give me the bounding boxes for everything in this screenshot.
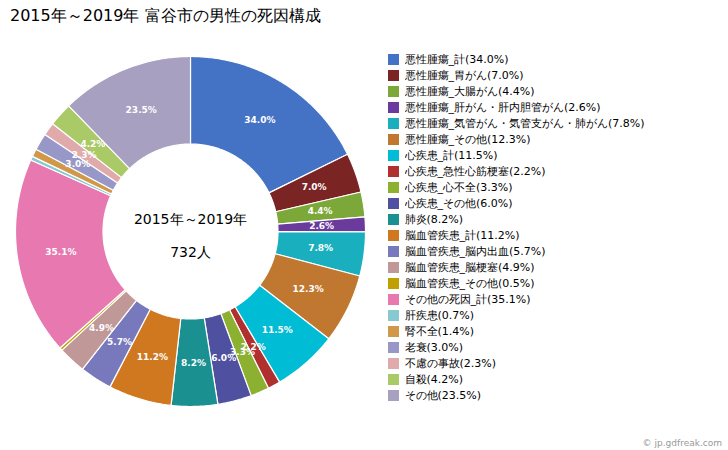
html-text:心疾患_急性心筋梗塞(2.2%): 心疾患_急性心筋梗塞(2.2%) [404, 165, 546, 179]
html-text:自殺(4.2%): 自殺(4.2%) [404, 373, 463, 387]
html-text:脳血管疾患_脳内出血(5.7%): 脳血管疾患_脳内出血(5.7%) [404, 245, 546, 259]
svg-text:5.7%: 5.7% [107, 337, 132, 347]
svg-text:11.2%: 11.2% [137, 352, 168, 362]
svg-text:7.0%: 7.0% [302, 182, 327, 192]
svg-text:34.0%: 34.0% [244, 115, 275, 125]
html-text:肺炎(8.2%): 肺炎(8.2%) [404, 213, 463, 227]
svg-text:732人: 732人 [170, 244, 211, 260]
html-text:2015年～2019年 富谷市の男性の死因構成: 2015年～2019年 富谷市の男性の死因構成 [10, 6, 321, 25]
html-text:心疾患_計(11.5%): 心疾患_計(11.5%) [404, 149, 498, 163]
svg-text:12.3%: 12.3% [293, 284, 324, 294]
html-text:腎不全(1.4%): 腎不全(1.4%) [404, 325, 474, 339]
html-text:老衰(3.0%): 老衰(3.0%) [404, 341, 463, 355]
html-text:脳血管疾患_その他(0.5%): 脳血管疾患_その他(0.5%) [404, 277, 535, 291]
html-text:その他(23.5%): その他(23.5%) [404, 389, 481, 403]
svg-text:3.0%: 3.0% [65, 159, 90, 169]
html-text:脳血管疾患_計(11.2%): 脳血管疾患_計(11.2%) [404, 229, 520, 243]
svg-text:4.9%: 4.9% [89, 323, 114, 333]
html-text:心疾患_心不全(3.3%): 心疾患_心不全(3.3%) [404, 181, 513, 195]
svg-text:4.4%: 4.4% [308, 206, 333, 216]
svg-text:2015年～2019年: 2015年～2019年 [134, 211, 247, 227]
svg-text:11.5%: 11.5% [262, 325, 293, 335]
html-text:脳血管疾患_脳梗塞(4.9%): 脳血管疾患_脳梗塞(4.9%) [404, 261, 535, 275]
html-text:悪性腫瘍_胃がん(7.0%): 悪性腫瘍_胃がん(7.0%) [404, 69, 524, 83]
html-text:不慮の事故(2.3%): 不慮の事故(2.3%) [404, 357, 496, 371]
html-text:© jp.gdfreak.com: © jp.gdfreak.com [642, 438, 722, 448]
svg-text:7.8%: 7.8% [308, 243, 333, 253]
svg-text:2.6%: 2.6% [309, 221, 334, 231]
html-text:悪性腫瘍_計(34.0%): 悪性腫瘍_計(34.0%) [404, 53, 509, 67]
html-text:悪性腫瘍_肝がん・肝内胆管がん(2.6%): 悪性腫瘍_肝がん・肝内胆管がん(2.6%) [404, 101, 601, 115]
svg-text:6.0%: 6.0% [211, 353, 236, 363]
svg-text:3.3%: 3.3% [230, 346, 255, 357]
svg-text:2.3%: 2.3% [72, 150, 97, 160]
html-text:悪性腫瘍_大腸がん(4.4%): 悪性腫瘍_大腸がん(4.4%) [404, 85, 535, 99]
html-text:その他の死因_計(35.1%): その他の死因_計(35.1%) [404, 293, 531, 307]
svg-text:23.5%: 23.5% [126, 105, 157, 115]
html-text:悪性腫瘍_その他(12.3%): 悪性腫瘍_その他(12.3%) [404, 133, 531, 147]
svg-text:8.2%: 8.2% [181, 358, 206, 368]
svg-text:4.2%: 4.2% [80, 139, 105, 149]
html-text:心疾患_その他(6.0%): 心疾患_その他(6.0%) [404, 197, 513, 211]
svg-text:35.1%: 35.1% [45, 247, 76, 257]
html-text:悪性腫瘍_気管がん・気管支がん・肺がん(7.8%): 悪性腫瘍_気管がん・気管支がん・肺がん(7.8%) [404, 117, 645, 131]
html-text:肝疾患(0.7%): 肝疾患(0.7%) [404, 309, 474, 323]
